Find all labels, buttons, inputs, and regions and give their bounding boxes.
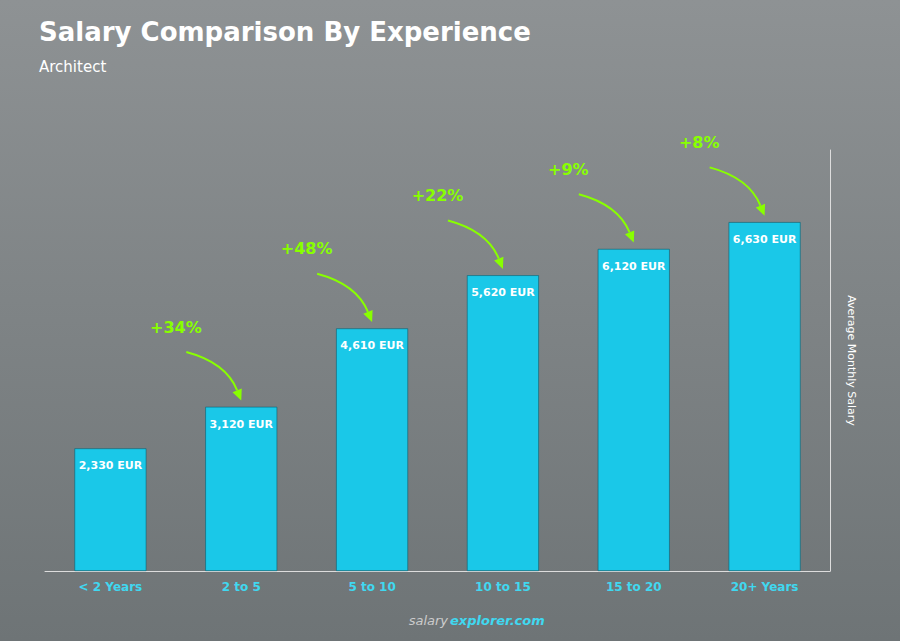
svg-text:2 to 5: 2 to 5 (222, 580, 261, 594)
svg-text:2,330 EUR: 2,330 EUR (79, 459, 143, 472)
svg-text:6,630 EUR: 6,630 EUR (733, 233, 797, 246)
svg-text:+34%: +34% (150, 318, 202, 337)
svg-text:salary: salary (409, 613, 449, 628)
svg-text:Salary Comparison By Experienc: Salary Comparison By Experience (39, 17, 531, 47)
svg-text:Architect: Architect (39, 58, 106, 76)
svg-text:6,120 EUR: 6,120 EUR (602, 260, 666, 273)
svg-text:20+ Years: 20+ Years (731, 580, 799, 594)
svg-text:+48%: +48% (281, 239, 333, 258)
svg-text:5,620 EUR: 5,620 EUR (471, 286, 535, 299)
svg-text:3,120 EUR: 3,120 EUR (209, 418, 273, 431)
svg-text:+8%: +8% (679, 133, 720, 152)
svg-text:10 to 15: 10 to 15 (475, 580, 531, 594)
svg-text:5 to 10: 5 to 10 (348, 580, 395, 594)
svg-text:< 2 Years: < 2 Years (79, 580, 143, 594)
svg-text:+22%: +22% (412, 186, 464, 205)
svg-text:explorer.com: explorer.com (450, 613, 545, 628)
svg-text:15 to 20: 15 to 20 (606, 580, 662, 594)
svg-text:Average Monthly Salary: Average Monthly Salary (845, 295, 858, 426)
svg-text:+9%: +9% (548, 160, 589, 179)
svg-text:4,610 EUR: 4,610 EUR (340, 339, 404, 352)
